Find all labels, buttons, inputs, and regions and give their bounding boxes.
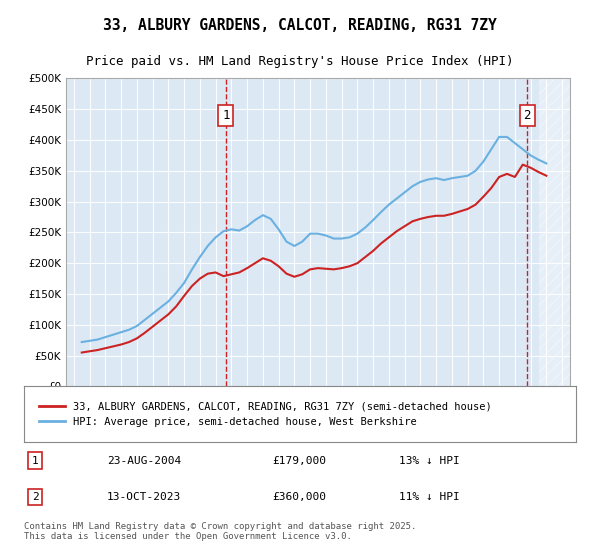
Text: 1: 1 [32,456,38,465]
Text: 13% ↓ HPI: 13% ↓ HPI [400,456,460,465]
Text: 1: 1 [222,109,230,122]
Text: £179,000: £179,000 [272,456,326,465]
Text: 2: 2 [524,109,531,122]
Text: 11% ↓ HPI: 11% ↓ HPI [400,492,460,502]
Text: 2: 2 [32,492,38,502]
Text: Price paid vs. HM Land Registry's House Price Index (HPI): Price paid vs. HM Land Registry's House … [86,55,514,68]
Text: 13-OCT-2023: 13-OCT-2023 [107,492,181,502]
Text: 33, ALBURY GARDENS, CALCOT, READING, RG31 7ZY: 33, ALBURY GARDENS, CALCOT, READING, RG3… [103,18,497,33]
Legend: 33, ALBURY GARDENS, CALCOT, READING, RG31 7ZY (semi-detached house), HPI: Averag: 33, ALBURY GARDENS, CALCOT, READING, RG3… [35,398,496,431]
Bar [539,78,570,386]
Text: Contains HM Land Registry data © Crown copyright and database right 2025.
This d: Contains HM Land Registry data © Crown c… [24,522,416,542]
Text: £360,000: £360,000 [272,492,326,502]
Text: 23-AUG-2004: 23-AUG-2004 [107,456,181,465]
